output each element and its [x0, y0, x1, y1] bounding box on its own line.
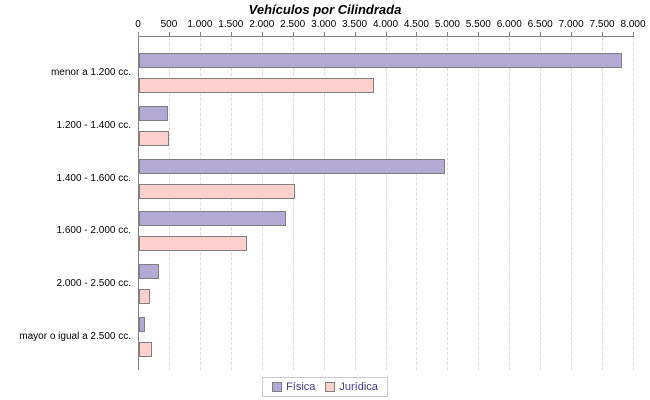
x-axis-tick-label: 8.000 [620, 19, 646, 30]
x-axis-tick-mark [199, 32, 201, 36]
gridline [416, 38, 418, 370]
category-label: 1.200 - 1.400 cc. [56, 120, 132, 131]
bar-jurdica-4 [139, 289, 150, 304]
legend-label: Física [286, 381, 316, 393]
bar-jurdica-5 [139, 342, 152, 357]
gridline [199, 38, 201, 370]
bar-jurdica-2 [139, 184, 295, 199]
gridline [323, 38, 325, 370]
x-axis-tick-label: 1.500 [218, 19, 244, 30]
x-axis-tick-mark [447, 32, 449, 36]
gridline [478, 38, 480, 370]
y-axis-line [138, 36, 139, 370]
gridline [292, 38, 294, 370]
bar-fsica-0 [139, 53, 622, 68]
bar-fsica-3 [139, 211, 286, 226]
x-axis-tick-label: 2.000 [249, 19, 275, 30]
x-axis-tick-mark [540, 32, 542, 36]
bar-fsica-2 [139, 159, 445, 174]
bar-fsica-4 [139, 264, 159, 279]
legend: Física Jurídica [262, 377, 388, 397]
x-axis-tick-label: 3.000 [311, 19, 337, 30]
x-axis-line [138, 36, 634, 37]
bar-fsica-1 [139, 106, 168, 121]
category-label: mayor o igual a 2.500 cc. [19, 331, 131, 342]
x-axis-tick-mark [292, 32, 294, 36]
x-axis-tick-label: 500 [160, 19, 178, 30]
x-axis-tick-label: 4.500 [403, 19, 429, 30]
legend-swatch-icon [272, 382, 283, 392]
x-axis-tick-mark [478, 32, 480, 36]
x-axis-tick-label: 6.000 [496, 19, 522, 30]
x-axis-tick-label: 4.000 [372, 19, 399, 30]
x-axis-tick-mark [138, 32, 139, 36]
gridline [168, 38, 170, 370]
x-axis-tick-label: 3.500 [342, 19, 368, 30]
gridline [447, 38, 449, 370]
x-axis-tick-mark [230, 32, 232, 36]
gridline [354, 38, 356, 370]
x-axis-tick-label: 2.500 [280, 19, 306, 30]
chart-title: Vehículos por Cilindrada [248, 2, 402, 17]
gridline [385, 38, 387, 370]
x-axis-tick-label: 7.500 [589, 19, 615, 30]
x-axis-tick-mark [354, 32, 356, 36]
x-axis-tick-label: 5.000 [434, 19, 460, 30]
category-label: 2.000 - 2.500 cc. [56, 278, 132, 289]
x-axis-tick-mark [633, 32, 634, 36]
gridline [230, 38, 232, 370]
gridline [571, 38, 573, 370]
bar-jurdica-1 [139, 131, 169, 146]
legend-item-jurdica: Jurídica [325, 381, 378, 393]
legend-swatch-icon [325, 382, 336, 392]
x-axis-tick-mark [261, 32, 263, 36]
category-label: 1.400 - 1.600 cc. [56, 173, 132, 184]
gridline [509, 38, 511, 370]
x-axis-tick-mark [571, 32, 573, 36]
x-axis-tick-label: 5.500 [465, 19, 491, 30]
gridline [261, 38, 263, 370]
x-axis-tick-mark [385, 32, 387, 36]
x-axis-tick-label: 0 [135, 19, 141, 30]
bar-jurdica-3 [139, 236, 247, 251]
gridline [540, 38, 542, 370]
legend-label: Jurídica [339, 381, 378, 393]
x-axis-tick-label: 6.500 [527, 19, 553, 30]
bar-jurdica-0 [139, 78, 374, 93]
category-label: menor a 1.200 cc. [50, 67, 131, 78]
category-label: 1.600 - 2.000 cc. [56, 225, 132, 236]
x-axis-tick-mark [602, 32, 604, 36]
bar-fsica-5 [139, 317, 145, 332]
x-axis-tick-mark [168, 32, 170, 36]
x-axis-tick-mark [323, 32, 325, 36]
legend-item-fsica: Física [272, 381, 315, 393]
x-axis-tick-label: 1.000 [187, 19, 213, 30]
gridline [602, 38, 604, 370]
x-axis-tick-mark [416, 32, 418, 36]
gridline [633, 38, 634, 370]
x-axis-tick-label: 7.000 [558, 19, 584, 30]
x-axis-tick-mark [509, 32, 511, 36]
